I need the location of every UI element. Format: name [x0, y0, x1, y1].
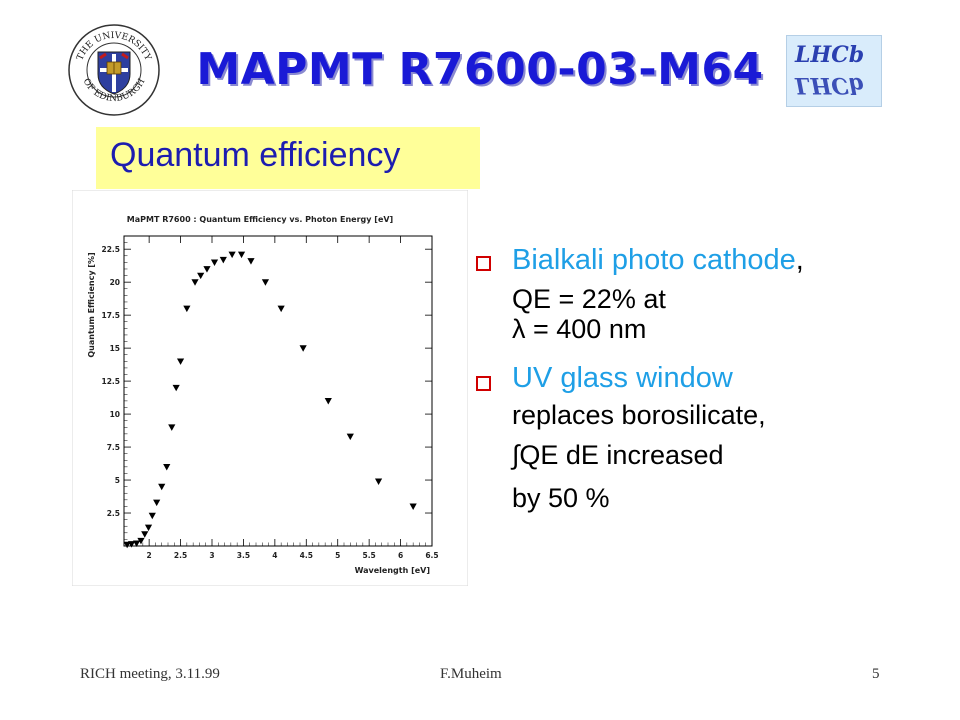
x-tick-label: 3: [209, 551, 214, 560]
data-point: [141, 531, 149, 538]
chart-frame: [72, 190, 468, 586]
bullet-list: Bialkali photo cathode, QE = 22% at λ = …: [476, 240, 916, 532]
y-tick-label: 7.5: [107, 443, 120, 452]
chart-y-axis-label: Quantum Efficiency [%]: [87, 252, 96, 357]
footer-page-number: 5: [872, 666, 880, 682]
bullet-line: replaces borosilicate,: [512, 400, 766, 430]
data-point: [168, 424, 176, 431]
data-point: [277, 305, 285, 313]
data-point: [219, 256, 227, 264]
chart-points: [123, 251, 417, 549]
bullet-square-icon: [476, 376, 491, 391]
y-tick-label: 15: [110, 344, 120, 353]
data-point: [247, 258, 255, 265]
data-point: [163, 463, 171, 471]
lhcb-logo: LHCb LHCb: [786, 35, 882, 107]
bullet-square-icon: [476, 256, 491, 271]
x-tick-label: 5.5: [362, 551, 375, 560]
bullet-item: UV glass window replaces borosilicate, ∫…: [476, 360, 916, 520]
x-tick-label: 3.5: [237, 551, 250, 560]
footer-meeting: RICH meeting, 3.11.99: [80, 666, 220, 682]
data-point: [374, 478, 383, 485]
data-point: [203, 266, 211, 273]
x-tick-label: 4: [272, 551, 277, 560]
slide-title: MAPMT R7600-03-M64: [196, 44, 764, 95]
bullet-line: by 50 %: [512, 483, 610, 513]
data-point: [132, 540, 141, 547]
data-point: [148, 512, 156, 520]
y-tick-label: 12.5: [101, 377, 120, 386]
x-tick-label: 6: [398, 551, 403, 560]
subtitle-highlight: [96, 127, 480, 189]
data-point: [127, 541, 136, 548]
y-tick-label: 10: [110, 410, 120, 419]
data-point: [228, 251, 236, 259]
slide-subtitle: Quantum efficiency: [110, 136, 401, 174]
y-tick-label: 2.5: [107, 509, 120, 518]
data-point: [183, 305, 191, 313]
footer-author: F.Muheim: [440, 666, 502, 682]
y-tick-label: 22.5: [101, 245, 120, 254]
data-point: [409, 503, 417, 511]
data-point: [123, 541, 131, 549]
bullet-heading: Bialkali photo cathode: [512, 244, 796, 276]
data-point: [191, 279, 199, 286]
data-point: [153, 499, 161, 507]
bullet-heading-suffix: ,: [795, 244, 804, 276]
data-point: [172, 384, 180, 392]
lhcb-logo-text: LHCb: [795, 42, 865, 68]
data-point: [299, 345, 307, 352]
data-point: [137, 537, 145, 545]
data-point: [144, 524, 153, 532]
chart-x-axis-label: Wavelength [eV]: [355, 566, 430, 575]
x-tick-label: 6.5: [425, 551, 438, 560]
bullet-item: Bialkali photo cathode, QE = 22% at λ = …: [476, 240, 916, 348]
data-point: [237, 251, 246, 259]
data-point: [197, 272, 205, 280]
x-tick-label: 2: [147, 551, 152, 560]
quantum-efficiency-chart: MaPMT R7600 : Quantum Efficiency vs. Pho…: [72, 190, 468, 586]
y-tick-label: 5: [115, 476, 120, 485]
plot-area-frame: [123, 235, 433, 547]
bullet-line: ∫QE dE increased: [512, 440, 724, 470]
y-tick-label: 20: [110, 278, 120, 287]
chart-title: MaPMT R7600 : Quantum Efficiency vs. Pho…: [127, 215, 393, 224]
bullet-heading: UV glass window: [512, 362, 733, 394]
data-point: [261, 279, 270, 286]
data-point: [324, 398, 332, 405]
y-tick-label: 17.5: [101, 311, 120, 320]
data-point: [158, 483, 166, 491]
data-point: [176, 358, 185, 365]
x-tick-label: 2.5: [174, 551, 187, 560]
x-tick-label: 5: [335, 551, 340, 560]
lhcb-logo-reflection: LHCb: [795, 72, 865, 98]
university-seal-logo: THE UNIVERSITY OF EDINBURGH: [66, 22, 162, 118]
bullet-line: QE = 22% at: [512, 284, 666, 314]
data-point: [346, 433, 354, 441]
data-point: [210, 259, 219, 266]
x-tick-label: 4.5: [300, 551, 313, 560]
bullet-line: λ = 400 nm: [512, 314, 647, 344]
